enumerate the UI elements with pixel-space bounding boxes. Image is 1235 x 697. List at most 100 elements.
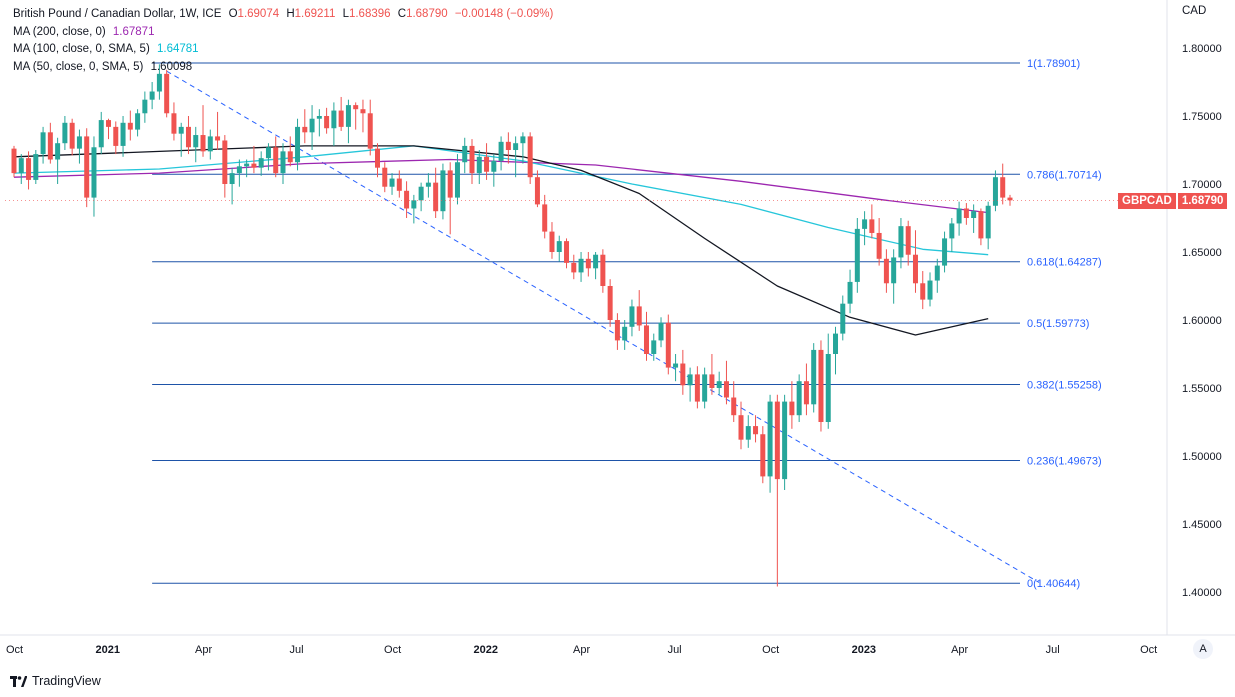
candle [956,201,962,236]
candle [876,218,882,266]
candle-body [1000,177,1006,198]
candle [920,271,926,310]
candle [142,91,148,123]
candle-body [120,122,126,146]
candle [425,173,431,198]
open-value: 1.69074 [237,8,280,20]
fibonacci-retracement[interactable]: 1(1.78901) 0.786(1.70714) 0.618(1.64287) 0.… [152,58,1102,590]
price-tick-label: 1.55000 [1182,383,1222,395]
candle-body [62,122,68,144]
candle-body [287,151,293,163]
candle [643,311,649,361]
candle-body [963,208,969,218]
candle [607,279,613,327]
ma100-line [13,145,989,256]
candle-body [731,397,737,416]
candle [375,143,380,178]
candle-body [55,143,61,160]
time-tick-label: Apr [195,644,212,656]
candle [949,218,955,252]
candle-body [418,186,424,201]
candle [178,122,184,157]
candle [47,122,53,164]
fib-level-label: 0.618(1.64287) [1027,257,1102,269]
candle [309,105,315,150]
candle-body [69,122,75,149]
candle-body [643,325,649,354]
candle-body [753,426,759,435]
candle [222,135,228,198]
candle [462,137,468,174]
high-label: H [286,8,295,20]
candle [862,211,868,246]
candle [360,99,366,133]
high-value: 1.69211 [294,8,336,20]
candle-body [353,105,359,110]
candle-body [193,135,199,148]
candle-body [505,141,511,150]
candle [215,111,221,150]
candle-body [469,145,475,174]
candle [26,151,32,190]
tradingview-logo[interactable]: TradingView [10,674,101,688]
time-tick-label: Oct [6,644,23,656]
ma50-row[interactable]: MA (50, close, 0, SMA, 5) 1.60098 [13,59,553,77]
candle-body [760,434,766,477]
price-axis[interactable]: 1.80000 1.75000 1.70000 1.65000 1.60000 1.550… [1182,43,1222,599]
candle [280,143,286,184]
candle-body [425,182,431,187]
ma100-value: 1.64781 [156,43,199,55]
candle [833,326,839,375]
auto-scale-button[interactable]: A [1193,639,1213,659]
candle-body [542,204,548,232]
candle-body [236,166,242,174]
ma200-row[interactable]: MA (200, close, 0) 1.67871 [13,24,553,42]
plot-area[interactable] [5,0,1167,635]
candle-body [869,219,875,233]
candle-body [251,163,257,168]
candle-body [978,211,984,239]
trendline-dashed[interactable] [166,70,1040,583]
time-tick-label: 2022 [474,644,498,656]
candle [796,374,802,422]
candle-body [723,381,729,398]
ma100-row[interactable]: MA (100, close, 0, SMA, 5) 1.64781 [13,41,553,59]
candle [927,272,933,307]
fib-level-label: 1(1.78901) [1027,58,1080,70]
candle-body [440,170,446,212]
candle-body [484,156,490,172]
candle-body [985,205,991,239]
candle [905,220,911,266]
candle-body [687,374,693,386]
candle-body [1007,197,1013,201]
time-axis[interactable]: Oct 2021 Apr Jul Oct 2022 Apr Jul Oct 2023 Apr Jul O… [6,644,1157,656]
candle [454,154,460,205]
candle [149,82,155,110]
candle-body [847,281,853,304]
candle-body [629,306,635,327]
candle [636,290,642,331]
candle [382,162,388,193]
candle-body [527,136,533,178]
candle [404,181,410,218]
trendline[interactable] [166,70,1040,583]
price-tick-label: 1.65000 [1182,247,1222,259]
candle [367,99,373,156]
candle [498,136,504,171]
candle-body [106,120,112,127]
candle-body [949,223,955,239]
candle [651,333,657,361]
candle [992,170,998,212]
chart-legend: British Pound / Canadian Dollar, 1W, ICE… [13,6,553,76]
candle [694,366,700,409]
candle [338,96,344,131]
candle [69,118,75,156]
candle [353,102,359,130]
candle-body [338,110,344,127]
candle-body [149,91,155,100]
candle-body [280,151,286,174]
candle-body [113,126,119,146]
candle [11,145,17,178]
candle [331,102,337,146]
